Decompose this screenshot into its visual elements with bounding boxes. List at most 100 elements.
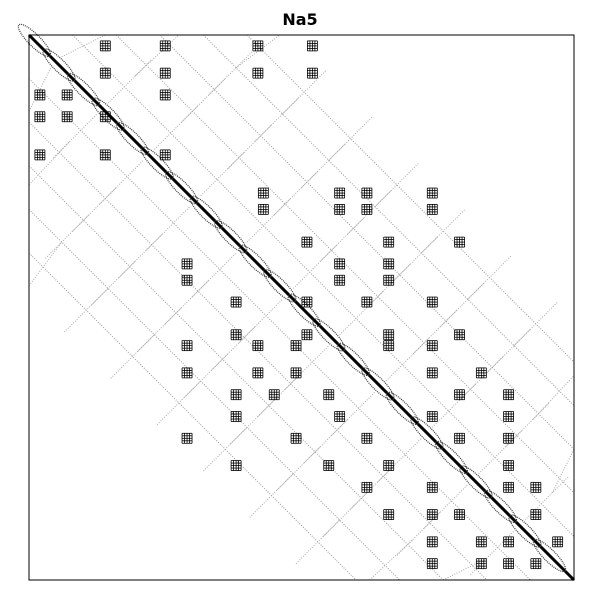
lattice-segment bbox=[254, 97, 300, 142]
main-diagonal bbox=[27, 33, 576, 582]
lattice-segment bbox=[366, 263, 411, 308]
diagonal-block bbox=[189, 195, 223, 229]
lattice-segment bbox=[369, 538, 414, 581]
lattice-segment bbox=[137, 307, 182, 352]
nonzero-block bbox=[361, 296, 373, 308]
nonzero-block bbox=[257, 187, 269, 199]
lattice-segment bbox=[423, 484, 469, 529]
diagonal-block bbox=[17, 23, 52, 58]
nonzero-block bbox=[99, 149, 111, 161]
lattice-segment bbox=[442, 557, 488, 581]
diagonal-block bbox=[287, 293, 321, 327]
off-diagonal-band bbox=[28, 252, 357, 581]
nonzero-block bbox=[503, 558, 514, 570]
nonzero-block bbox=[383, 460, 395, 471]
lattice-segment bbox=[211, 326, 256, 371]
lattice-segment bbox=[91, 260, 136, 306]
off-diagonal-band bbox=[28, 121, 488, 581]
nonzero-block bbox=[454, 432, 465, 444]
lattice-segment bbox=[107, 59, 152, 104]
nonzero-block bbox=[230, 411, 242, 422]
nonzero-block bbox=[181, 432, 193, 444]
diagonal-block bbox=[361, 367, 395, 401]
nonzero-block bbox=[159, 40, 171, 52]
diagonal-block bbox=[42, 48, 76, 82]
diagonal-block bbox=[262, 268, 297, 303]
nonzero-block bbox=[426, 509, 438, 520]
lattice-segment bbox=[470, 530, 515, 575]
diagonal-block bbox=[459, 465, 493, 499]
lattice-segment bbox=[230, 399, 275, 445]
lattice-segment bbox=[156, 380, 202, 426]
lattice-segment bbox=[64, 288, 109, 333]
nonzero-block bbox=[503, 481, 514, 493]
nonzero-block bbox=[426, 340, 438, 352]
lattice-segment bbox=[339, 290, 384, 336]
nonzero-block bbox=[361, 432, 373, 444]
nonzero-block bbox=[426, 296, 438, 308]
lattice-segment bbox=[505, 402, 550, 447]
nonzero-block bbox=[159, 149, 171, 161]
lattice-segment bbox=[459, 356, 504, 401]
nonzero-block bbox=[383, 340, 395, 352]
lattice-segment bbox=[524, 476, 569, 521]
nonzero-block bbox=[503, 432, 514, 444]
nonzero-block bbox=[61, 111, 73, 123]
nonzero-block bbox=[34, 149, 46, 161]
nonzero-block bbox=[99, 111, 111, 123]
lattice-segment bbox=[532, 375, 575, 420]
nonzero-block bbox=[268, 389, 280, 401]
nonzero-block bbox=[334, 258, 346, 270]
nonzero-block bbox=[361, 481, 373, 493]
nonzero-block bbox=[181, 367, 193, 379]
nonzero-block bbox=[503, 389, 514, 401]
nonzero-block bbox=[426, 558, 438, 570]
lattice-segment bbox=[331, 391, 376, 436]
lattice-segment bbox=[393, 236, 439, 281]
nonzero-block bbox=[426, 481, 438, 493]
nonzero-block bbox=[552, 536, 564, 548]
nonzero-block bbox=[503, 460, 514, 471]
lattice-segment bbox=[61, 34, 106, 58]
diagonal-block bbox=[91, 97, 125, 131]
diagonal-block bbox=[115, 121, 150, 156]
nonzero-block bbox=[503, 411, 514, 422]
nonzero-block bbox=[252, 340, 264, 352]
lattice-segment bbox=[412, 309, 458, 355]
nonzero-block bbox=[530, 481, 542, 493]
lattice-segment bbox=[257, 372, 302, 417]
lattice-segment bbox=[385, 337, 430, 382]
nonzero-block bbox=[181, 274, 193, 286]
lattice-segment bbox=[235, 34, 281, 69]
lattice-segment bbox=[164, 279, 210, 325]
nonzero-block bbox=[252, 40, 264, 52]
diagonal-block bbox=[410, 416, 444, 450]
nonzero-block bbox=[454, 329, 465, 341]
diagonal-block bbox=[213, 219, 248, 254]
lattice-segment bbox=[301, 143, 346, 188]
lattice-segment bbox=[249, 473, 294, 518]
nonzero-block bbox=[383, 509, 395, 520]
nonzero-block bbox=[301, 329, 313, 341]
lattice-segment bbox=[110, 334, 155, 379]
lattice-segment bbox=[99, 159, 144, 205]
nonzero-block bbox=[383, 236, 395, 248]
nonzero-block bbox=[323, 460, 335, 471]
lattice-segment bbox=[513, 301, 559, 347]
lattice-segment bbox=[181, 78, 226, 123]
lattice-segment bbox=[320, 217, 365, 262]
nonzero-block bbox=[426, 203, 438, 215]
nonzero-block bbox=[34, 111, 46, 123]
lattice-segment bbox=[421, 209, 466, 254]
lattice-segment bbox=[374, 162, 420, 208]
nonzero-block bbox=[159, 89, 171, 101]
nonzero-block bbox=[454, 509, 465, 520]
lattice-segment bbox=[183, 353, 229, 398]
lattice-segment bbox=[431, 383, 477, 428]
diagonal-block bbox=[483, 489, 518, 524]
nonzero-block bbox=[334, 274, 346, 286]
lattice-segment bbox=[377, 437, 422, 483]
off-diagonal-band bbox=[28, 209, 400, 581]
nonzero-block bbox=[503, 536, 514, 548]
